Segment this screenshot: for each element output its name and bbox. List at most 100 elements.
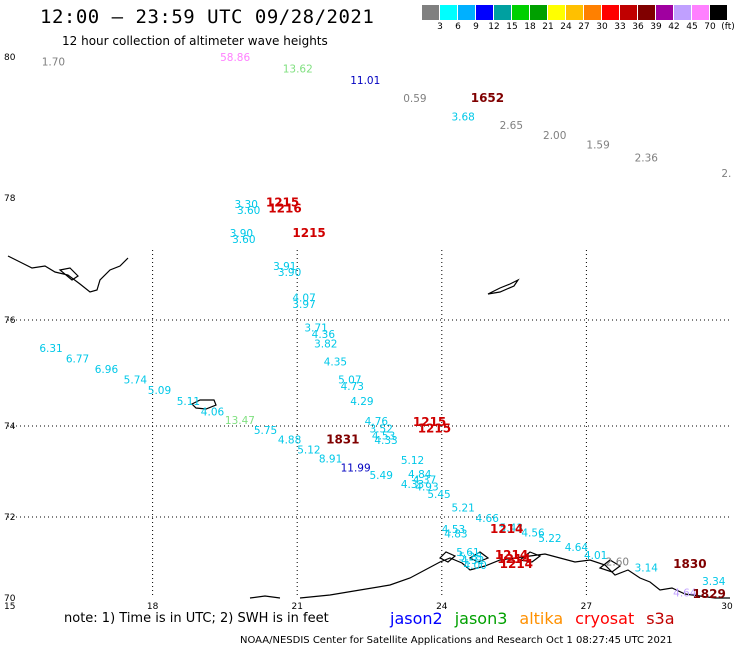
swh-value: 4.53 — [372, 431, 395, 443]
swh-value: 1.59 — [586, 140, 609, 152]
colorbar-swatch — [656, 5, 673, 20]
swh-value: 4.64 — [673, 587, 697, 599]
colorbar-label: 3 — [437, 22, 443, 32]
pass-time-label: 1831 — [326, 432, 359, 446]
swh-value: 4.83 — [444, 528, 467, 540]
swh-value: 5.28 — [459, 552, 482, 564]
pass-time-label: 1214 — [495, 548, 528, 562]
swh-value: 11.99 — [341, 463, 371, 475]
swh-value: 5.22 — [538, 533, 561, 545]
swh-value: 4.32 — [461, 555, 484, 567]
swh-value: 13.47 — [225, 415, 255, 427]
swh-value: 4.00 — [463, 560, 486, 572]
swh-value: 4.93 — [415, 482, 438, 494]
colorbar-swatch — [674, 5, 691, 20]
colorbar-swatch — [638, 5, 655, 20]
swh-value: 2.60 — [606, 557, 629, 569]
satellite-name: jason2 — [390, 609, 443, 628]
colorbar-label: 45 — [686, 22, 698, 32]
swh-value: 5.09 — [148, 385, 171, 397]
swh-value: 2.00 — [543, 130, 566, 142]
colorbar-label: (ft) — [721, 22, 735, 32]
swh-value: 3.52 — [370, 423, 393, 435]
swh-value: 3.30 — [235, 199, 258, 211]
swh-value: 5.75 — [254, 425, 277, 437]
page-title: 12:00 – 23:59 UTC 09/28/2021 — [40, 6, 375, 28]
lon-tick-label: 18 — [147, 602, 159, 612]
coastline — [7, 255, 730, 599]
pass-time-label: 1214 — [490, 522, 523, 536]
norway-coast — [249, 551, 730, 599]
colorbar-swatch — [530, 5, 547, 20]
page-subtitle: 12 hour collection of altimeter wave hei… — [62, 34, 328, 48]
pass-time-label: 1215 — [413, 415, 446, 429]
colorbar-label: 42 — [668, 22, 680, 32]
swh-value: 4.76 — [365, 416, 389, 428]
credit-line: NOAA/NESDIS Center for Satellite Applica… — [240, 635, 673, 646]
pass-time-label: 1215 — [292, 226, 325, 240]
colorbar-label: 21 — [542, 22, 554, 32]
colorbar-label: 39 — [650, 22, 662, 32]
pass-time-label: 1829 — [692, 587, 725, 601]
axis-ticks: 15 18 21 24 27 30 80 78 76 74 72 70 — [4, 53, 733, 612]
swh-value: 6.96 — [95, 364, 119, 376]
graticule — [8, 250, 732, 598]
swh-value: 3.90 — [278, 267, 301, 279]
pass-time-label: 1214 — [497, 552, 530, 566]
swh-value: 3.60 — [237, 205, 260, 217]
lon-tick-label: 24 — [436, 602, 448, 612]
units-note: note: 1) Time is in UTC; 2) SWH is in fe… — [64, 611, 329, 626]
colorbar-swatch — [566, 5, 583, 20]
swh-value: 4.88 — [278, 434, 301, 446]
colorbar-swatch — [458, 5, 475, 20]
swh-value: 4.01 — [584, 550, 607, 562]
pass-time-label: 1215 — [418, 421, 451, 435]
swh-value: 58.86 — [220, 52, 250, 64]
colorbar-swatch — [602, 5, 619, 20]
colorbar-swatch — [548, 5, 565, 20]
swh-value: 5.74 — [124, 375, 148, 387]
lat-tick-label: 78 — [4, 194, 16, 204]
swh-value: 5.11 — [177, 396, 200, 408]
colorbar-swatch — [710, 5, 727, 20]
swh-value: 4.35 — [324, 357, 347, 369]
colorbar-label: 6 — [455, 22, 461, 32]
swh-value: 2. — [721, 168, 731, 180]
lat-tick-label: 80 — [4, 53, 16, 63]
lon-tick-label: 27 — [581, 602, 592, 612]
pass-time-label: 1214 — [500, 557, 533, 571]
pass-times: 1652121512161215183112151215121412141214… — [266, 91, 726, 601]
colorbar-swatch — [584, 5, 601, 20]
lat-tick-label: 74 — [4, 422, 16, 432]
swh-value: 8.91 — [319, 453, 342, 465]
swh-value: 13.62 — [283, 64, 313, 76]
swh-value: 4.66 — [476, 513, 500, 525]
swh-value: 5.12 — [401, 455, 424, 467]
colorbar-label: 24 — [560, 22, 572, 32]
colorbar-label: 33 — [614, 22, 626, 32]
swh-value: 3.82 — [314, 339, 337, 351]
swh-value: 5.45 — [427, 489, 450, 501]
colorbar-label: 15 — [506, 22, 518, 32]
colorbar-label: 30 — [596, 22, 608, 32]
lon-tick-label: 30 — [721, 602, 733, 612]
swh-value: 3.71 — [304, 323, 327, 335]
swh-value: 3.97 — [292, 299, 315, 311]
satellite-legend: jason2 jason3 altika cryosat s3a — [390, 609, 687, 628]
swh-value: 6.77 — [66, 353, 89, 365]
swh-value: 5.12 — [297, 444, 320, 456]
lon-tick-label: 21 — [291, 602, 302, 612]
swh-value: 5.21 — [451, 503, 474, 515]
swh-value: 5.43 — [500, 523, 523, 535]
lat-tick-label: 72 — [4, 513, 15, 523]
colorbar-swatch — [440, 5, 457, 20]
satellite-name: s3a — [646, 609, 675, 628]
swh-value: 2.36 — [635, 152, 659, 164]
hopen-island — [487, 278, 520, 295]
swh-value: 4.36 — [312, 329, 336, 341]
satellite-name: cryosat — [575, 609, 635, 628]
swh-value: 3.90 — [230, 228, 253, 240]
colorbar-label: 18 — [524, 22, 536, 32]
swh-value: 3.91 — [273, 261, 296, 273]
